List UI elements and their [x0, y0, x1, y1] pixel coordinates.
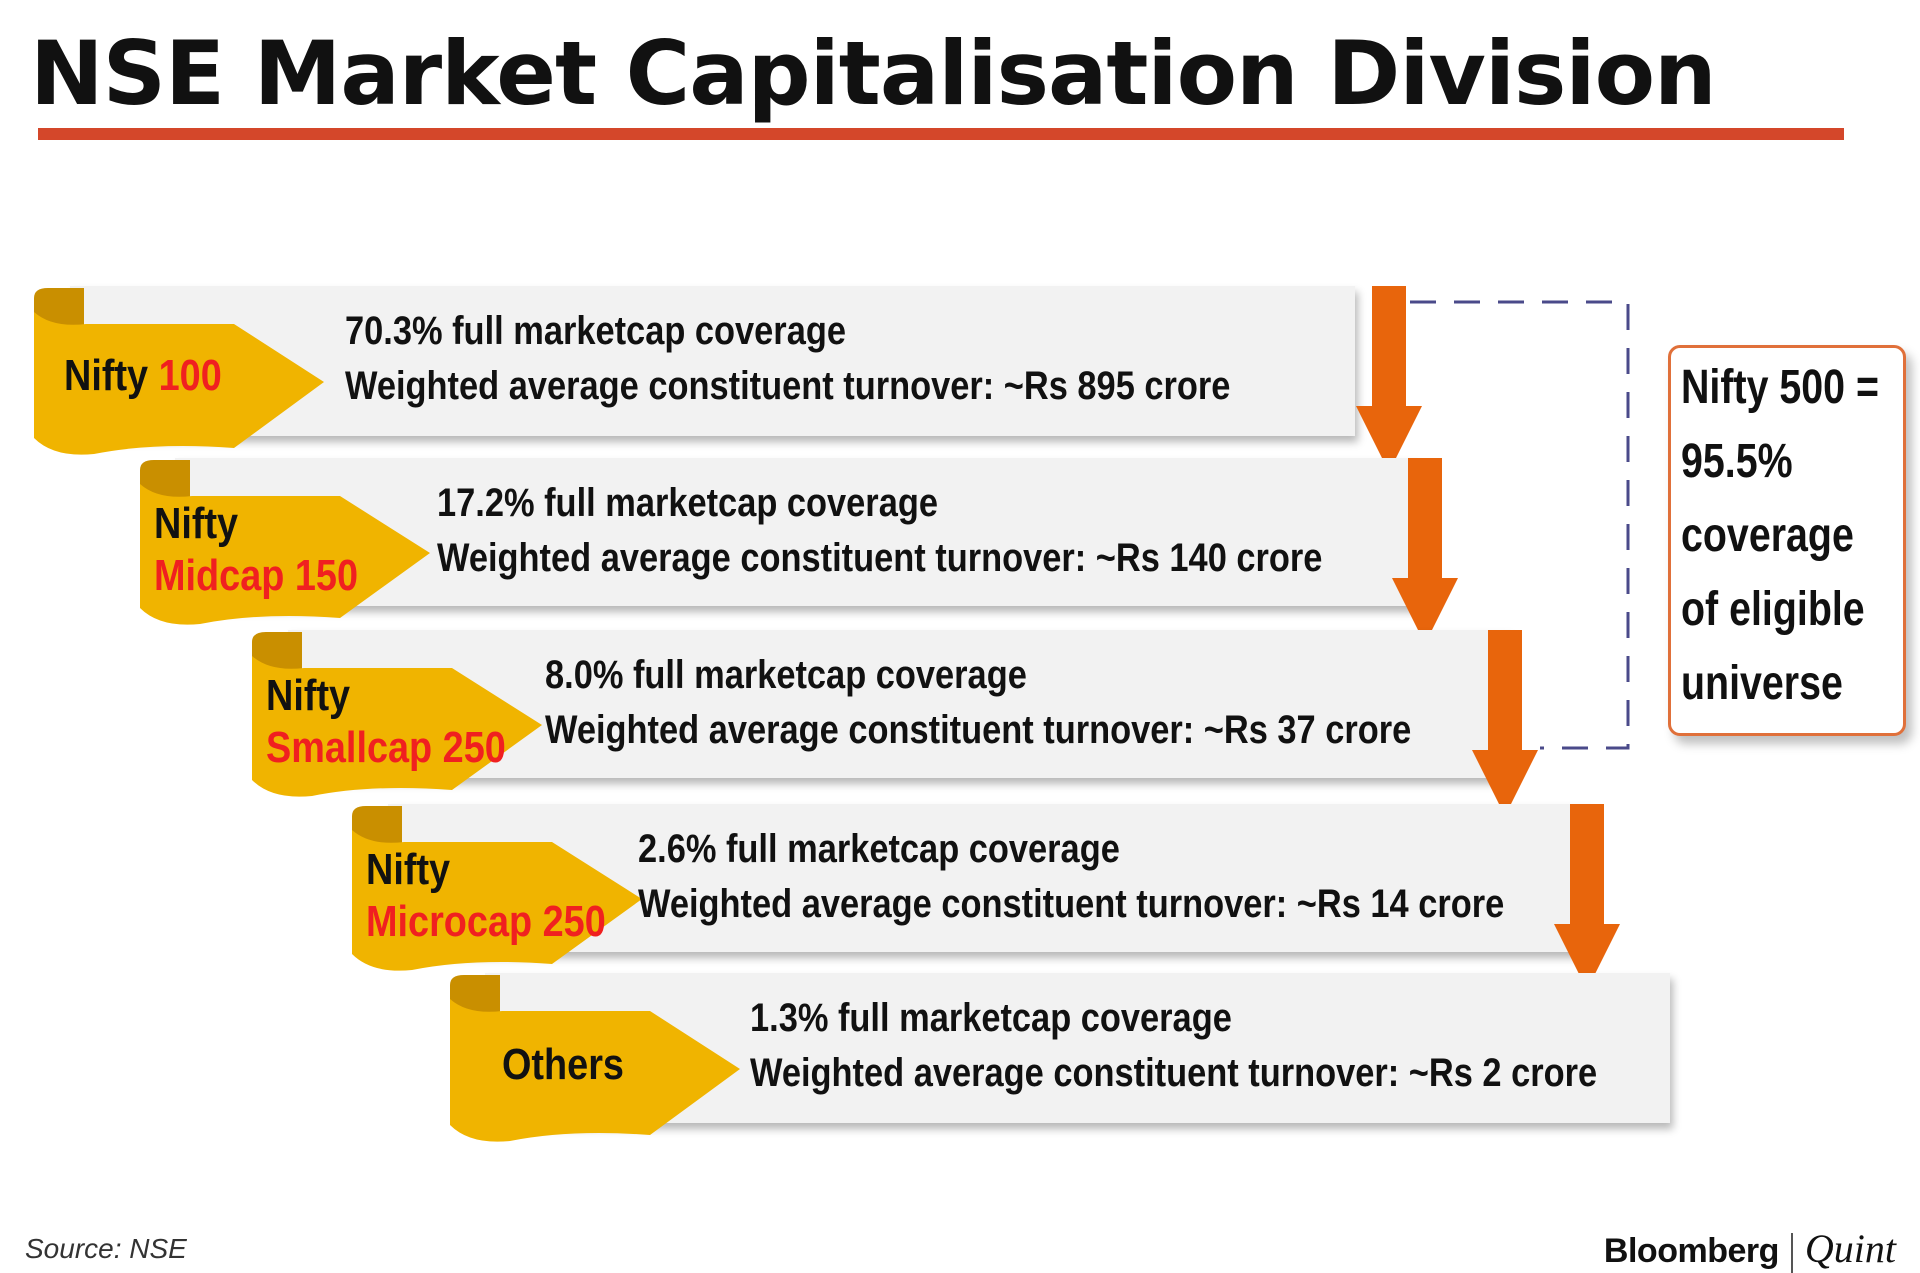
tier-ribbon-1	[34, 288, 324, 455]
down-arrow-icon	[1554, 804, 1620, 990]
tier-coverage-5: 1.3% full marketcap coverage	[750, 996, 1232, 1040]
tier-label-2: Nifty Midcap 150	[154, 498, 358, 602]
down-arrow-icon	[1356, 286, 1422, 472]
tier-coverage-1: 70.3% full marketcap coverage	[345, 309, 846, 353]
brand-logo: Bloomberg Quint	[1604, 1225, 1896, 1273]
tier-ribbon-4	[352, 806, 642, 971]
tier-turnover-3: Weighted average constituent turnover: ~…	[545, 708, 1412, 752]
tier-turnover-2: Weighted average constituent turnover: ~…	[437, 536, 1323, 580]
tier-label-name: Nifty	[154, 499, 239, 548]
tier-label-size: Midcap 150	[154, 551, 359, 600]
summary-line-1: Nifty 500 =	[1681, 361, 1879, 414]
tier-turnover-4: Weighted average constituent turnover: ~…	[638, 882, 1505, 926]
down-arrow-icon	[1472, 630, 1538, 816]
brand-primary: Bloomberg	[1603, 1232, 1779, 1270]
brand-secondary: Quint	[1804, 1226, 1896, 1271]
tier-ribbon-3	[252, 632, 542, 797]
tier-label-size: 100	[158, 351, 222, 400]
tier-ribbon-2	[140, 460, 430, 625]
tier-label-size: Microcap 250	[366, 897, 606, 946]
tier-label-3: Nifty Smallcap 250	[266, 670, 506, 774]
nifty-500-summary: Nifty 500 = 95.5% coverage of eligible u…	[1668, 345, 1906, 736]
down-arrow-icon	[1392, 458, 1458, 644]
page-title: NSE Market Capitalisation Division	[30, 22, 1717, 125]
tier-label-name: Nifty	[266, 671, 351, 720]
tier-coverage-2: 17.2% full marketcap coverage	[437, 481, 938, 525]
tier-label-name: Nifty	[366, 845, 451, 894]
brand-separator	[1790, 1233, 1793, 1273]
source-note: Source: NSE	[25, 1233, 187, 1264]
tier-turnover-5: Weighted average constituent turnover: ~…	[750, 1051, 1598, 1095]
tier-ribbon-5	[450, 975, 740, 1142]
summary-line-2: 95.5%	[1681, 435, 1793, 488]
title-underline	[38, 128, 1844, 140]
tier-coverage-4: 2.6% full marketcap coverage	[638, 827, 1120, 871]
tier-label-5: Others	[502, 1040, 624, 1089]
summary-line-3: coverage	[1681, 509, 1854, 562]
summary-line-5: universe	[1681, 657, 1843, 710]
tier-label-4: Nifty Microcap 250	[366, 844, 606, 948]
tier-label-size: Smallcap 250	[266, 723, 506, 772]
tier-label-name: Nifty	[64, 351, 149, 400]
summary-line-4: of eligible	[1681, 583, 1865, 636]
tier-coverage-3: 8.0% full marketcap coverage	[545, 653, 1027, 697]
tier-label-1: Nifty 100	[64, 350, 222, 402]
tier-turnover-1: Weighted average constituent turnover: ~…	[345, 364, 1231, 408]
